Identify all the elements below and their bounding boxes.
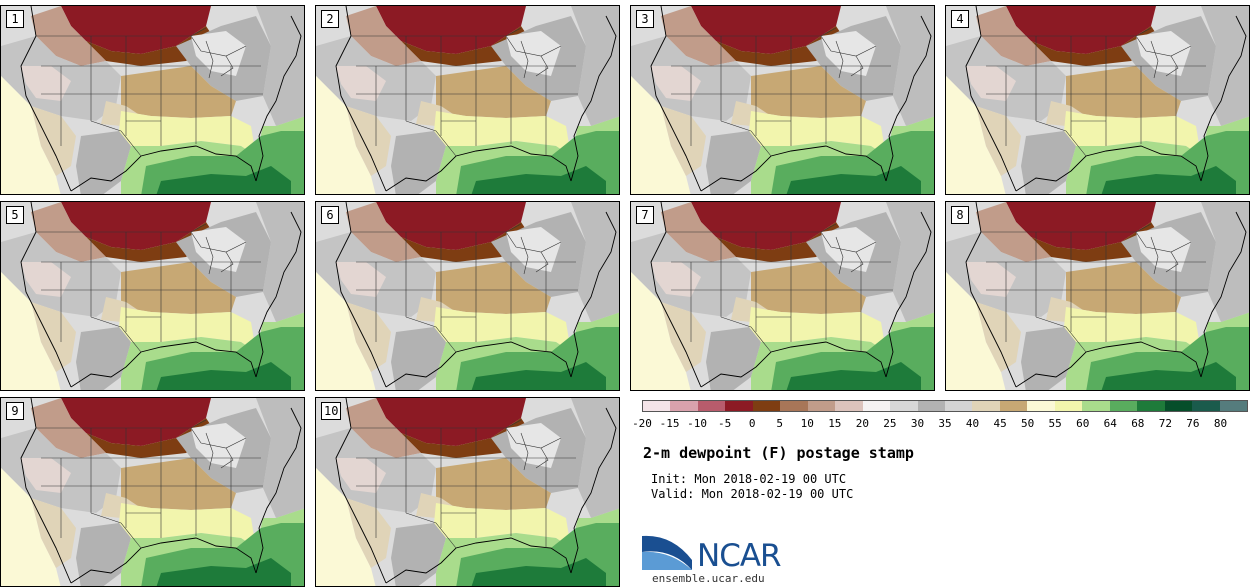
- colorbar-tick-label: 5: [776, 417, 784, 430]
- colorbar-swatch: [1219, 401, 1247, 411]
- colorbar-tick-label: 72: [1158, 417, 1172, 430]
- dewpoint-map: [946, 6, 1250, 195]
- member-number: 8: [951, 206, 969, 224]
- colorbar-swatch: [1192, 401, 1220, 411]
- colorbar-tick-label: 80: [1213, 417, 1228, 430]
- colorbar-tick-label: -20: [632, 417, 652, 430]
- member-number: 7: [636, 206, 654, 224]
- colorbar-tick-label: 40: [965, 417, 980, 430]
- colorbar-swatch: [862, 401, 891, 411]
- colorbar-swatch: [697, 401, 726, 411]
- colorbar-tick-label: 35: [938, 417, 952, 430]
- colorbar-swatch: [835, 401, 863, 411]
- colorbar-tick-label: 45: [993, 417, 1007, 430]
- dewpoint-map: [316, 398, 620, 587]
- ensemble-member-panel: 6: [315, 201, 620, 391]
- colorbar-swatch: [1137, 401, 1165, 411]
- valid-time: Valid: Mon 2018-02-19 00 UTC: [651, 487, 854, 501]
- colorbar-tick-label: -15: [659, 417, 680, 430]
- colorbar-swatch: [1164, 401, 1193, 411]
- colorbar-swatch: [917, 401, 945, 411]
- colorbar-swatch: [643, 401, 671, 411]
- colorbar-tick-label: -10: [687, 417, 708, 430]
- colorbar-tick-label: -5: [718, 417, 732, 430]
- colorbar-tick-label: 55: [1048, 417, 1062, 430]
- colorbar-swatch: [807, 401, 836, 411]
- colorbar-swatch: [999, 401, 1028, 411]
- colorbar-swatch: [780, 401, 808, 411]
- member-number: 6: [321, 206, 339, 224]
- ncar-logo-text: NCAR: [697, 538, 782, 574]
- colorbar-tick-label: 0: [748, 417, 756, 430]
- colorbar: [642, 400, 1248, 412]
- dewpoint-map: [316, 202, 620, 391]
- member-number: 3: [636, 10, 654, 28]
- dewpoint-map: [631, 202, 935, 391]
- dewpoint-map: [946, 202, 1250, 391]
- ensemble-member-panel: 3: [630, 5, 935, 195]
- ensemble-member-panel: 9: [0, 397, 305, 587]
- site-url: ensemble.ucar.edu: [652, 572, 765, 585]
- figure-title: 2-m dewpoint (F) postage stamp: [643, 444, 914, 462]
- ensemble-member-panel: 7: [630, 201, 935, 391]
- ensemble-member-panel: 2: [315, 5, 620, 195]
- colorbar-swatch: [752, 401, 781, 411]
- ensemble-member-panel: 5: [0, 201, 305, 391]
- colorbar-tick-label: 60: [1076, 417, 1090, 430]
- ncar-logo-icon: [642, 535, 692, 570]
- colorbar-swatch: [944, 401, 973, 411]
- colorbar-tick-label: 15: [828, 417, 842, 430]
- colorbar-tick-label: 30: [910, 417, 925, 430]
- colorbar-tick-label: 10: [800, 417, 814, 430]
- colorbar-swatch: [670, 401, 698, 411]
- dewpoint-map: [1, 398, 305, 587]
- dewpoint-map: [1, 6, 305, 195]
- colorbar-swatch: [890, 401, 918, 411]
- dewpoint-map: [316, 6, 620, 195]
- init-time: Init: Mon 2018-02-19 00 UTC: [651, 472, 847, 486]
- colorbar-swatch: [1082, 401, 1110, 411]
- ensemble-member-panel: 4: [945, 5, 1250, 195]
- colorbar-tick-label: 64: [1103, 417, 1117, 430]
- colorbar-swatch: [1027, 401, 1055, 411]
- member-number: 10: [321, 402, 342, 420]
- colorbar-swatch: [1054, 401, 1083, 411]
- colorbar-swatch: [1109, 401, 1138, 411]
- ensemble-member-panel: 10: [315, 397, 620, 587]
- dewpoint-map: [631, 6, 935, 195]
- colorbar-tick-label: 76: [1186, 417, 1200, 430]
- colorbar-tick-label: 68: [1131, 417, 1145, 430]
- dewpoint-map: [1, 202, 305, 391]
- ensemble-member-panel: 8: [945, 201, 1250, 391]
- member-number: 1: [6, 10, 24, 28]
- colorbar-swatch: [725, 401, 753, 411]
- member-number: 4: [951, 10, 969, 28]
- colorbar-tick-label: 25: [883, 417, 897, 430]
- colorbar-tick-label: 50: [1021, 417, 1035, 430]
- colorbar-swatch: [972, 401, 1000, 411]
- colorbar-tick-label: 20: [855, 417, 869, 430]
- colorbar-labels: -20 -15 -10 -5 0 5 10 15 20 25 30 35 40 45 50 55 60 64 68 7…: [632, 417, 1258, 431]
- member-number: 9: [6, 402, 24, 420]
- member-number: 2: [321, 10, 339, 28]
- member-number: 5: [6, 206, 24, 224]
- ensemble-member-panel: 1: [0, 5, 305, 195]
